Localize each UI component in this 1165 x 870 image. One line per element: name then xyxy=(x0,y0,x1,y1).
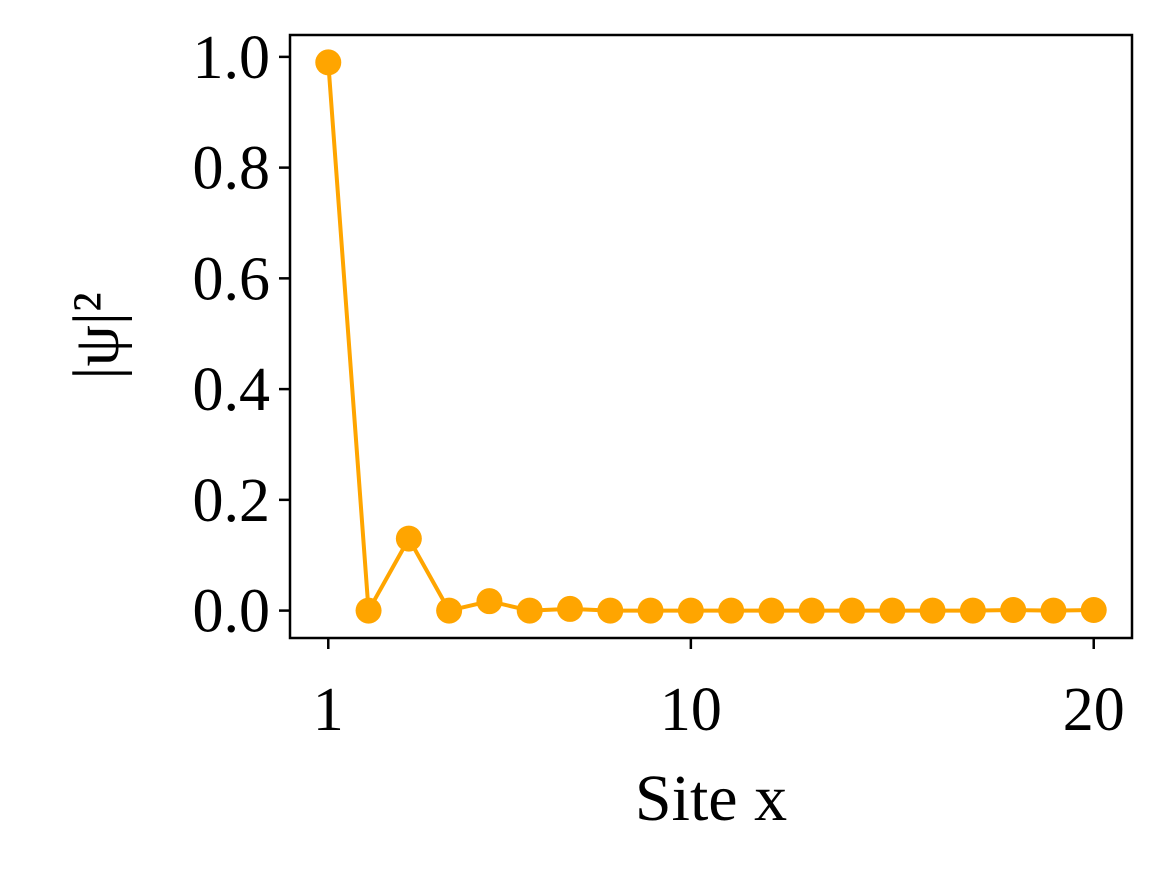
data-point xyxy=(597,597,624,624)
y-tick-label: 1.0 xyxy=(193,24,271,92)
x-tick-label: 10 xyxy=(660,676,722,744)
data-point xyxy=(879,597,906,624)
data-point xyxy=(959,597,986,624)
y-tick-label: 0.8 xyxy=(193,135,271,203)
data-point xyxy=(355,597,382,624)
data-point xyxy=(718,597,745,624)
data-point xyxy=(395,525,422,552)
data-point xyxy=(476,588,503,615)
x-tick-label: 1 xyxy=(313,676,344,744)
data-point xyxy=(516,597,543,624)
plot-frame xyxy=(288,33,1134,640)
data-line xyxy=(326,62,1094,613)
y-tick-label: 0.4 xyxy=(193,356,271,424)
data-point xyxy=(758,597,785,624)
x-axis-label: Site x xyxy=(635,762,787,835)
data-point xyxy=(637,597,664,624)
data-point xyxy=(1080,597,1107,624)
data-point xyxy=(436,597,463,624)
data-point xyxy=(315,49,342,76)
x-tick-label: 20 xyxy=(1063,676,1125,744)
data-point xyxy=(798,597,825,624)
data-point xyxy=(839,597,866,624)
y-tick-label: 0.0 xyxy=(193,578,271,646)
y-axis-label: |ψ|² xyxy=(60,292,133,380)
data-point xyxy=(919,597,946,624)
y-tick-label: 0.2 xyxy=(193,467,271,535)
data-point xyxy=(1040,597,1067,624)
y-tick-label: 0.6 xyxy=(193,245,271,313)
data-point xyxy=(677,597,704,624)
data-point xyxy=(1000,597,1027,624)
data-point xyxy=(556,595,583,622)
